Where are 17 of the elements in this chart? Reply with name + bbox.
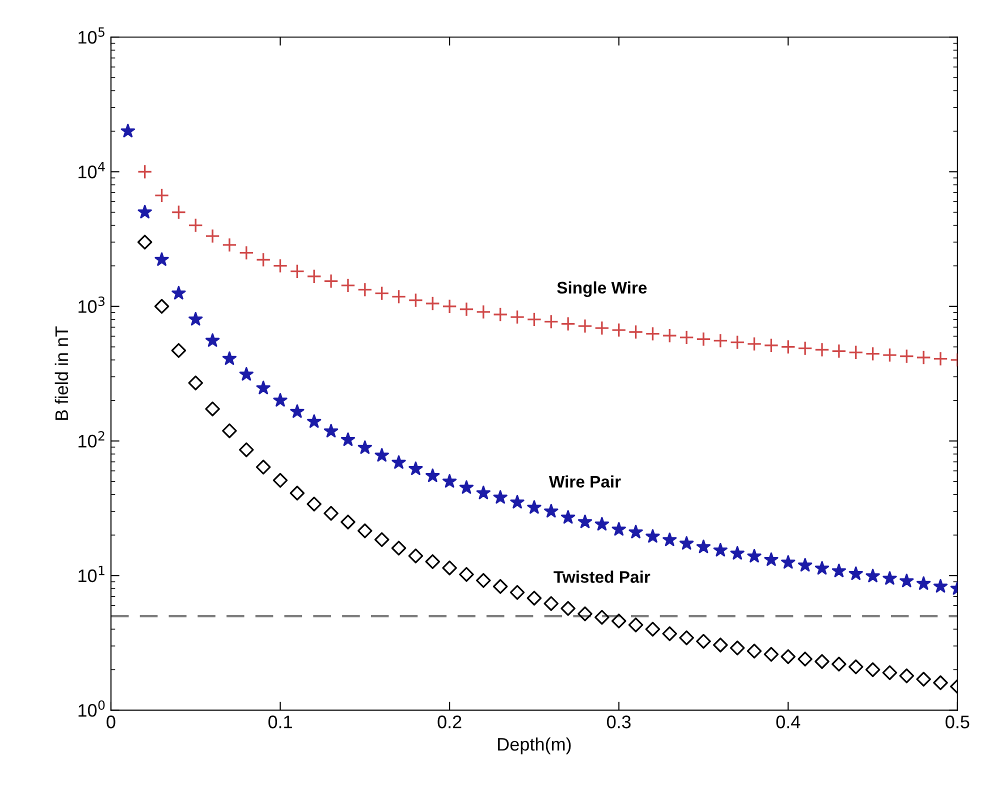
x-axis-title: Depth(m) bbox=[498, 737, 571, 754]
series-label: Wire Pair bbox=[548, 475, 621, 488]
x-tick-label: 0.2 bbox=[438, 716, 462, 728]
x-tick-label: 0 bbox=[106, 716, 116, 728]
y-tick-label: 10$^{1}$ bbox=[78, 566, 104, 582]
y-tick-label: 10$^{4}$ bbox=[78, 162, 105, 178]
y-axis-title: B field in nT bbox=[54, 326, 68, 420]
y-tick-label: 10$^{2}$ bbox=[78, 431, 104, 448]
y-tick-label: 10$^{0}$ bbox=[78, 700, 105, 717]
x-tick-label: 0.5 bbox=[946, 716, 970, 728]
y-tick-label: 10$^{3}$ bbox=[78, 296, 104, 313]
x-tick-label: 0.3 bbox=[607, 716, 631, 728]
x-tick-label: 0.1 bbox=[268, 716, 292, 728]
series-label: Twisted Pair bbox=[554, 570, 650, 583]
series-label: Single Wire bbox=[557, 281, 647, 297]
y-tick-label: 10$^{5}$ bbox=[78, 27, 104, 44]
x-tick-label: 0.4 bbox=[776, 716, 800, 728]
